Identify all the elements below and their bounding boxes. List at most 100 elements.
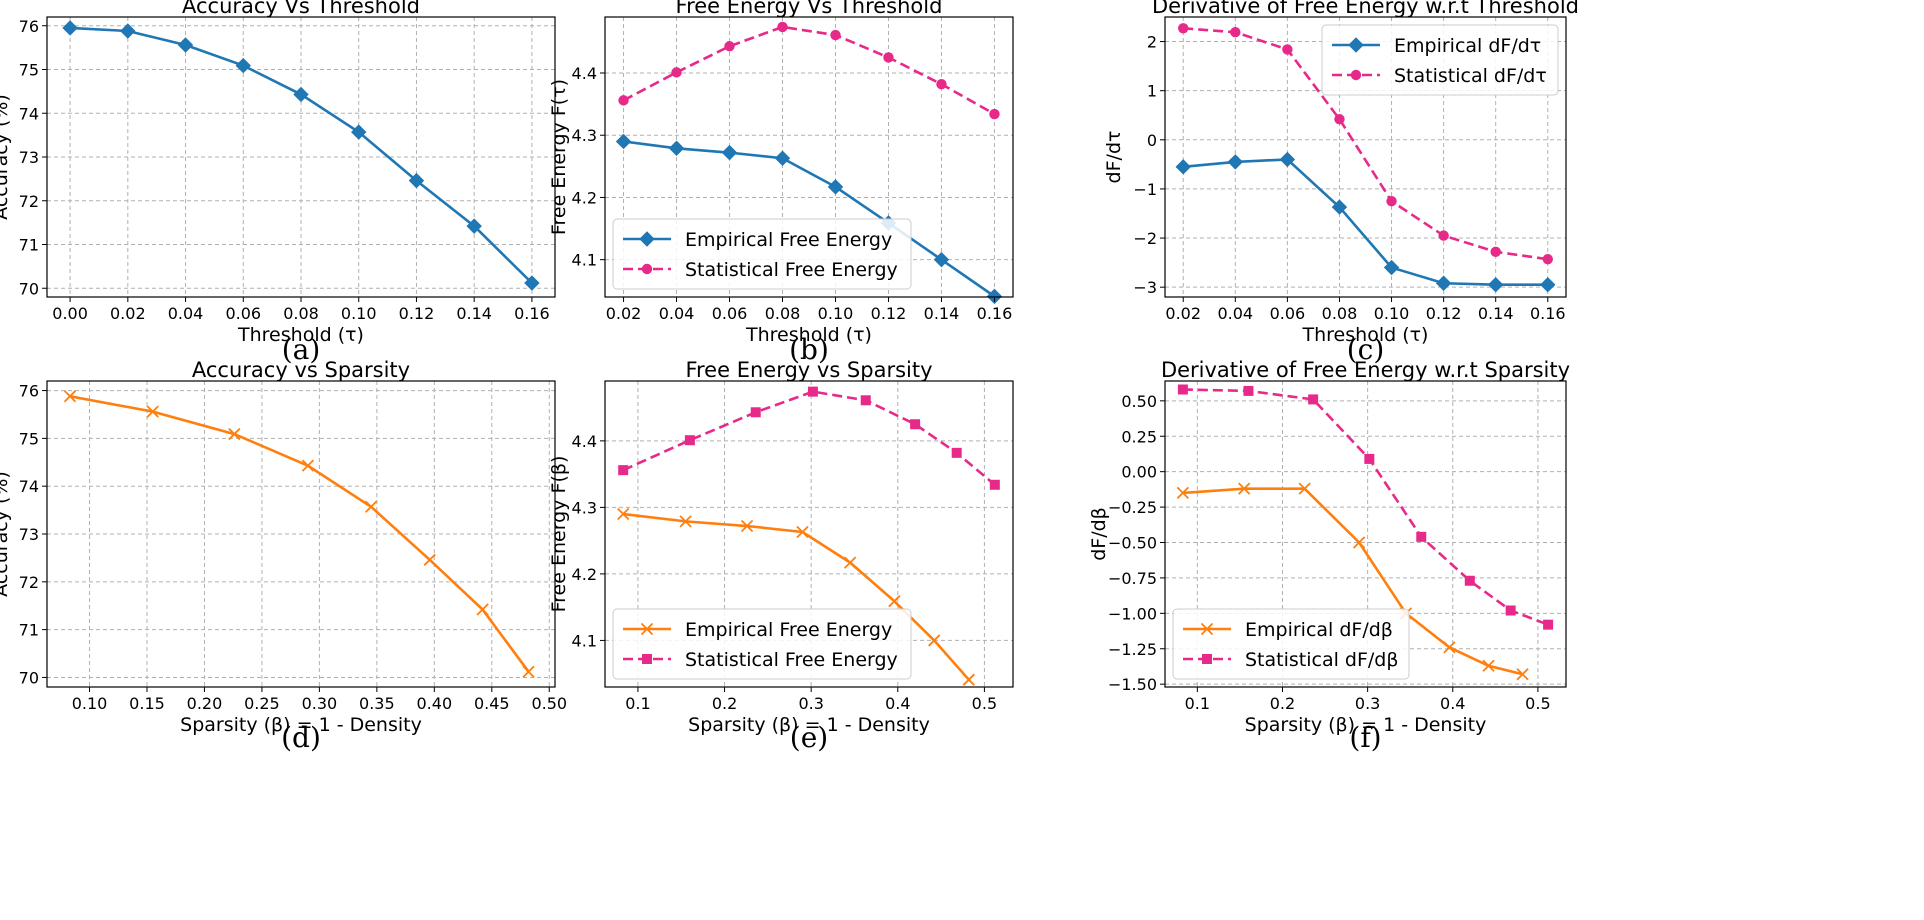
axes-frame — [1164, 16, 1567, 298]
legend-label: Statistical Free Energy — [685, 649, 898, 671]
data-point — [740, 519, 754, 533]
y-axis-label: dF/dβ — [1088, 507, 1110, 561]
y-tick-label: 73 — [19, 148, 39, 167]
chart-panel-b: 0.02 0.04 0.06 0.08 0.10 0.12 0.14 0.16 4.1 4.2 4.… — [548, 0, 1014, 366]
y-tick-label: 0 — [1147, 131, 1157, 150]
y-axis-label: Accuracy (%) — [0, 94, 12, 220]
x-tick-label: 0.16 — [977, 304, 1013, 323]
series-line — [1183, 27, 1548, 261]
data-point — [1435, 275, 1452, 291]
y-tick-label: 4.2 — [572, 565, 597, 584]
y-tick-label: 74 — [19, 104, 39, 123]
series-line — [623, 140, 996, 298]
data-point — [1383, 259, 1400, 276]
legend-swatch-marker — [1202, 654, 1212, 664]
series-line — [69, 395, 530, 673]
y-axis-label: dF/dτ — [1103, 131, 1125, 184]
x-tick-label: 0.3 — [798, 694, 823, 713]
y-tick-label: 4.3 — [572, 498, 597, 517]
data-point — [408, 172, 425, 189]
y-tick-label: 4.4 — [572, 64, 597, 83]
y-axis-label: Free Energy F(τ) — [548, 79, 570, 235]
x-tick-label: 0.02 — [110, 304, 146, 323]
x-tick-label: 0.16 — [514, 304, 550, 323]
data-point — [1443, 641, 1456, 654]
x-tick-label: 0.20 — [187, 694, 223, 713]
x-tick-label: 0.10 — [72, 694, 108, 713]
legend-swatch-marker — [642, 654, 652, 664]
x-tick-label: 0.08 — [283, 304, 319, 323]
data-point — [364, 500, 378, 513]
data-point — [522, 665, 535, 678]
y-tick-label: −1.50 — [1108, 675, 1157, 694]
x-tick-label: 0.4 — [885, 694, 910, 713]
y-tick-label: 4.3 — [572, 126, 597, 145]
y-axis-label: Free Energy F(β) — [548, 456, 570, 613]
data-point — [1505, 605, 1516, 616]
y-tick-label: 4.1 — [572, 251, 597, 270]
y-tick-label: 4.1 — [572, 631, 597, 650]
x-tick-label: 0.14 — [924, 304, 960, 323]
data-point — [1482, 659, 1495, 672]
x-tick-label: 0.40 — [417, 694, 453, 713]
x-axis-label: Threshold (τ) — [745, 324, 872, 346]
x-tick-label: 0.02 — [1165, 304, 1201, 323]
data-point — [1279, 151, 1296, 168]
x-tick-label: 0.50 — [531, 694, 567, 713]
data-point — [933, 251, 950, 268]
x-tick-label: 0.00 — [52, 304, 88, 323]
data-point — [1331, 199, 1348, 215]
legend-label: Statistical Free Energy — [685, 259, 898, 281]
series-line — [622, 390, 996, 486]
data-point — [724, 41, 735, 52]
y-tick-label: 1 — [1147, 82, 1157, 101]
subfigure-caption: (c) — [1347, 333, 1385, 366]
data-point — [679, 515, 692, 528]
y-tick-label: 71 — [19, 621, 39, 640]
y-tick-label: −2 — [1133, 229, 1157, 248]
data-point — [1386, 196, 1397, 207]
chart-title: Derivative of Free Energy w.r.t Threshol… — [1152, 0, 1579, 18]
x-tick-label: 0.06 — [1270, 304, 1306, 323]
legend: Empirical Free Energy Statistical Free En… — [612, 608, 912, 680]
y-tick-label: −1 — [1133, 180, 1157, 199]
y-tick-label: −1.25 — [1108, 640, 1157, 659]
data-point — [827, 179, 844, 195]
legend-swatch-marker — [1348, 37, 1364, 53]
data-point — [62, 20, 78, 36]
y-tick-label: 0.25 — [1121, 427, 1157, 446]
y-tick-label: −3 — [1133, 278, 1157, 297]
data-point — [476, 603, 489, 616]
x-tick-label: 0.08 — [1322, 304, 1358, 323]
x-tick-label: 0.30 — [302, 694, 338, 713]
legend-label: Statistical dF/dβ — [1245, 649, 1399, 671]
x-tick-label: 0.02 — [606, 304, 642, 323]
data-point — [1298, 482, 1311, 495]
data-point — [844, 556, 857, 569]
data-point — [177, 37, 194, 53]
y-tick-label: 4.2 — [572, 188, 597, 207]
axes-frame — [604, 380, 1014, 688]
legend: Empirical dF/dτ Statistical dF/dτ — [1321, 24, 1559, 96]
data-point — [796, 525, 809, 539]
data-point — [423, 553, 436, 566]
data-point — [989, 479, 1000, 490]
data-point — [1227, 154, 1244, 170]
data-point — [146, 405, 159, 418]
data-point — [986, 288, 1003, 305]
data-point — [774, 150, 791, 166]
chart-panel-f: 0.1 0.2 0.3 0.4 0.5 −1.50 −1.25 −1.00 −0.75 −0.50… — [1088, 358, 1570, 754]
x-tick-label: 0.45 — [474, 694, 510, 713]
y-tick-label: 4.4 — [572, 432, 597, 451]
series-line — [1182, 487, 1523, 676]
x-axis-label: Sparsity (β) = 1 - Density — [180, 714, 422, 736]
x-tick-label: 0.5 — [972, 694, 997, 713]
series-line — [622, 25, 996, 116]
legend-swatch-marker — [640, 622, 654, 636]
x-tick-label: 0.25 — [244, 694, 280, 713]
data-point — [928, 634, 941, 647]
axes-frame — [1164, 380, 1567, 688]
data-point — [524, 275, 540, 291]
y-tick-label: 0.50 — [1121, 392, 1157, 411]
x-tick-label: 0.10 — [1374, 304, 1410, 323]
